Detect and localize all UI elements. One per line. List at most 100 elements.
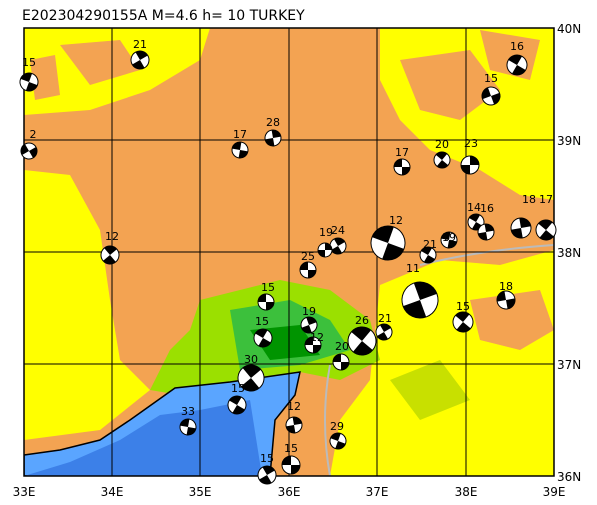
beachball-quadrants — [132, 51, 148, 69]
beachball-quadrants — [351, 327, 373, 355]
beachball-quadrants — [20, 73, 38, 91]
beachball — [299, 261, 317, 279]
depth-label: 12 — [105, 230, 119, 243]
beachball-quadrants — [255, 329, 271, 347]
depth-label: 15 — [231, 382, 245, 395]
map-frame — [23, 27, 555, 477]
beachball — [460, 155, 480, 175]
beachball-quadrants — [333, 354, 349, 370]
depth-label: 11 — [406, 262, 420, 275]
depth-label: 17 — [395, 146, 409, 159]
depth-label: 12 — [310, 331, 324, 344]
beachball — [300, 316, 318, 334]
depth-label: 15 — [484, 72, 498, 85]
beachball — [257, 293, 275, 311]
depth-label: 14 — [467, 201, 481, 214]
depth-label: 26 — [355, 314, 369, 327]
depth-label: 18 — [522, 193, 536, 206]
beachball — [440, 231, 458, 249]
beachball — [317, 242, 333, 258]
beachball-quadrants — [394, 159, 410, 175]
x-label: 39E — [543, 485, 566, 499]
depth-label: 30 — [244, 353, 258, 366]
beachball-quadrants — [455, 312, 471, 332]
beachball — [253, 328, 273, 348]
depth-label: 15 — [260, 452, 274, 465]
beachball-quadrants — [301, 317, 317, 333]
beachball — [231, 141, 249, 159]
beachball — [401, 281, 439, 319]
depth-label: 17 — [539, 193, 553, 206]
beachball-quadrants — [511, 218, 531, 238]
depth-label: 17 — [233, 128, 247, 141]
depth-label: 23 — [464, 137, 478, 150]
beachball-quadrants — [482, 87, 500, 105]
x-label: 37E — [366, 485, 389, 499]
beachball-quadrants — [435, 152, 449, 168]
depth-label: 15 — [261, 281, 275, 294]
beachball — [393, 158, 411, 176]
beachball-quadrants — [103, 246, 117, 264]
depth-label: 19 — [302, 305, 316, 318]
beachball-quadrants — [180, 419, 196, 435]
depth-label: 21 — [133, 38, 147, 51]
beachball — [20, 142, 38, 160]
depth-label: 33 — [181, 405, 195, 418]
beachball-quadrants — [305, 337, 321, 353]
depth-label: 15 — [284, 442, 298, 455]
depth-label: 24 — [331, 224, 345, 237]
beachball-quadrants — [421, 247, 435, 263]
depth-label: 12 — [287, 400, 301, 413]
beachball — [510, 217, 532, 239]
depth-label: 2 — [30, 128, 37, 141]
beachball-quadrants — [372, 226, 404, 260]
beachball — [227, 395, 247, 415]
depth-label: 21 — [378, 312, 392, 325]
beachball — [433, 151, 451, 169]
x-label: 33E — [13, 485, 36, 499]
y-label: 36N — [557, 470, 581, 484]
beachball — [264, 129, 282, 147]
x-label: 35E — [189, 485, 212, 499]
beachball — [281, 455, 301, 475]
beachball — [130, 50, 150, 70]
y-label: 38N — [557, 246, 581, 260]
depth-label: 20 — [335, 340, 349, 353]
beachball-quadrants — [538, 220, 554, 240]
beachball — [100, 245, 120, 265]
depth-label: 15 — [22, 56, 36, 69]
beachball — [375, 323, 393, 341]
beachball-quadrants — [318, 243, 332, 257]
title: E202304290155A M=4.6 h= 10 TURKEY — [22, 8, 305, 24]
beachball — [419, 246, 437, 264]
beachball — [481, 86, 501, 106]
depth-label: 28 — [266, 116, 280, 129]
beachball-quadrants — [403, 282, 437, 318]
beachball — [257, 465, 277, 485]
depth-label: 12 — [389, 214, 403, 227]
depth-label: 15 — [456, 300, 470, 313]
depth-label: 16 — [510, 40, 524, 53]
beachball — [347, 326, 377, 356]
beachball — [237, 364, 265, 392]
beachball-quadrants — [497, 291, 515, 309]
beachball — [535, 219, 557, 241]
depth-label: 19 — [442, 231, 456, 244]
beachball-quadrants — [441, 232, 457, 248]
beachball-quadrants — [232, 142, 248, 158]
depth-label: 25 — [301, 250, 315, 263]
beachball-quadrants — [377, 324, 391, 340]
x-label: 36E — [278, 485, 301, 499]
x-label: 38E — [455, 485, 478, 499]
depth-label: 16 — [480, 202, 494, 215]
beachball-quadrants — [300, 262, 316, 278]
beachball-quadrants — [478, 224, 494, 240]
beachball-quadrants — [508, 55, 526, 75]
depth-label: 20 — [435, 138, 449, 151]
beachball-quadrants — [259, 466, 275, 484]
beachball-quadrants — [282, 456, 300, 474]
depth-label: 29 — [330, 420, 344, 433]
depth-label: 21 — [423, 238, 437, 251]
